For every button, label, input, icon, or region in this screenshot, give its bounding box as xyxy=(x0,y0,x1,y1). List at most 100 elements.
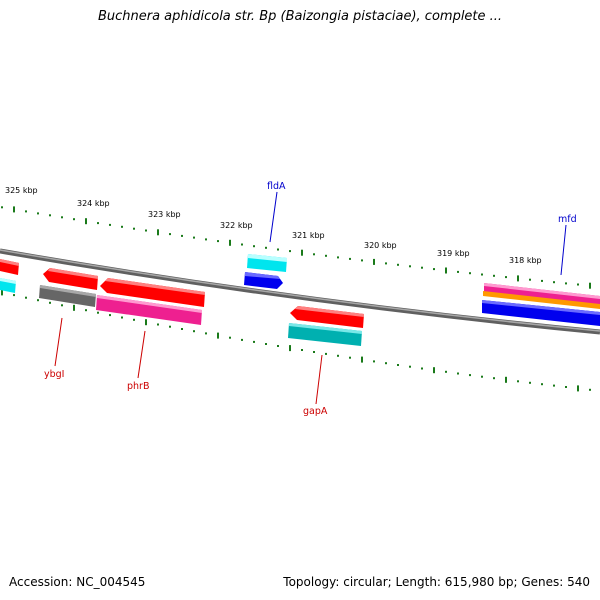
minor-tick xyxy=(349,257,351,260)
minor-tick xyxy=(49,301,51,304)
tick-label: 325 kbp xyxy=(5,186,38,195)
minor-tick xyxy=(241,243,243,246)
tick-label: 321 kbp xyxy=(292,231,325,240)
outer-tick-row xyxy=(1,206,591,289)
gene-feature-magenta-phrB[interactable] xyxy=(96,295,202,325)
minor-tick xyxy=(541,383,543,386)
minor-tick xyxy=(157,323,159,326)
major-tick xyxy=(157,229,159,236)
minor-tick xyxy=(37,212,39,215)
minor-tick xyxy=(241,338,243,341)
minor-tick xyxy=(37,299,39,302)
gene-feature-gray-ybgI[interactable] xyxy=(39,285,96,307)
genome-backbone xyxy=(0,248,600,335)
gene-feature-red-phrB[interactable] xyxy=(100,278,205,307)
inner-tick-row xyxy=(1,289,591,392)
gene-feature-red-left-edge[interactable] xyxy=(0,259,19,275)
map-title: Buchnera aphidicola str. Bp (Baizongia p… xyxy=(97,9,503,24)
major-tick xyxy=(145,319,147,326)
minor-tick xyxy=(229,336,231,339)
gene-feature-cyan-fldA[interactable] xyxy=(247,254,287,272)
minor-tick xyxy=(73,218,75,221)
major-tick xyxy=(229,239,231,246)
leader-line-phrB xyxy=(137,330,146,379)
minor-tick xyxy=(265,343,267,345)
minor-tick xyxy=(409,365,411,368)
gene-feature-orange-mfd[interactable] xyxy=(483,291,600,309)
minor-tick xyxy=(205,238,207,241)
minor-tick xyxy=(469,374,471,377)
minor-tick xyxy=(469,272,471,275)
major-tick xyxy=(13,206,15,213)
leader-line-fldA xyxy=(269,191,278,243)
major-tick xyxy=(289,345,291,352)
minor-tick xyxy=(109,314,111,317)
major-tick xyxy=(301,249,303,256)
minor-tick xyxy=(325,352,327,355)
major-tick xyxy=(85,218,87,225)
minor-tick xyxy=(109,223,111,226)
minor-tick xyxy=(97,311,99,314)
minor-tick xyxy=(121,225,123,228)
gene-feature-cyan-left-edge[interactable] xyxy=(0,278,16,293)
minor-tick xyxy=(421,266,423,269)
minor-tick xyxy=(541,279,543,282)
tick-label: 319 kbp xyxy=(437,249,470,258)
tick-label: 323 kbp xyxy=(148,210,181,219)
minor-tick xyxy=(589,388,591,391)
minor-tick xyxy=(385,262,387,265)
major-tick xyxy=(589,282,591,289)
minor-tick xyxy=(193,236,195,239)
gene-feature-red-ybgI[interactable] xyxy=(43,268,98,290)
minor-tick xyxy=(205,332,207,335)
minor-tick xyxy=(253,340,255,343)
major-tick xyxy=(577,385,579,392)
gene-label-gapA[interactable]: gapA xyxy=(303,406,328,417)
minor-tick xyxy=(217,240,219,243)
tick-label: 320 kbp xyxy=(364,241,397,250)
major-tick xyxy=(433,367,435,374)
gene-label-fldA[interactable]: fldA xyxy=(267,181,286,192)
gene-feature-magenta-mfd[interactable] xyxy=(484,283,600,305)
gene-feature-red-gapA[interactable] xyxy=(290,306,364,328)
leader-line-gapA xyxy=(315,354,323,405)
minor-tick xyxy=(337,256,339,259)
minor-tick xyxy=(529,278,531,281)
minor-tick xyxy=(325,254,327,257)
major-tick xyxy=(517,275,519,282)
minor-tick xyxy=(169,325,171,328)
minor-tick xyxy=(49,214,51,217)
gene-feature-teal-gapA[interactable] xyxy=(288,323,362,346)
minor-tick xyxy=(277,248,279,251)
minor-tick xyxy=(25,210,27,213)
accession-text: Accession: NC_004545 xyxy=(9,575,146,589)
minor-tick xyxy=(517,380,519,383)
gene-label-phrB[interactable]: phrB xyxy=(127,381,149,392)
gene-feature-blue-mfd[interactable] xyxy=(482,300,600,326)
tick-label: 324 kbp xyxy=(77,199,110,208)
major-tick xyxy=(505,376,507,383)
minor-tick xyxy=(85,309,87,312)
major-tick xyxy=(1,289,3,296)
minor-tick xyxy=(277,345,279,347)
minor-tick xyxy=(169,233,171,236)
gene-label-mfd[interactable]: mfd xyxy=(558,214,577,225)
major-tick xyxy=(361,356,363,363)
minor-tick xyxy=(445,370,447,373)
minor-tick xyxy=(421,367,423,370)
minor-tick xyxy=(577,283,579,286)
major-tick xyxy=(73,304,75,311)
minor-tick xyxy=(481,375,483,378)
minor-tick xyxy=(61,304,63,307)
minor-tick xyxy=(265,246,267,249)
minor-tick xyxy=(25,296,27,299)
minor-tick xyxy=(253,245,255,248)
minor-tick xyxy=(133,227,135,230)
minor-tick xyxy=(493,274,495,277)
minor-tick xyxy=(397,364,399,366)
minor-tick xyxy=(505,276,507,279)
gene-feature-blue-fldA[interactable] xyxy=(244,272,283,289)
gene-label-ybgI[interactable]: ybgI xyxy=(44,369,64,380)
minor-tick xyxy=(553,384,555,387)
